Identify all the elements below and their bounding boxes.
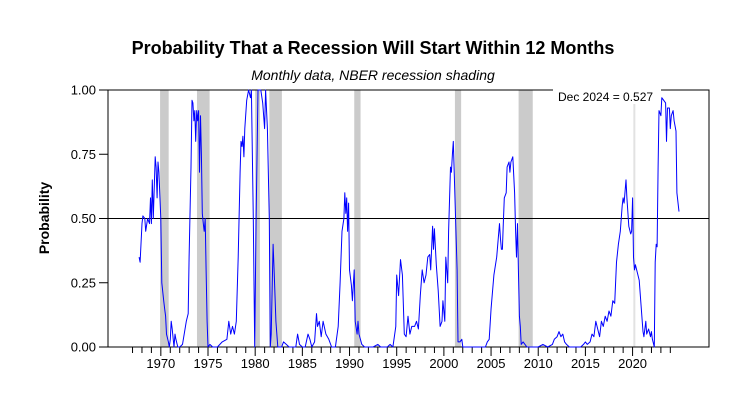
x-tick-label: 1995 — [382, 356, 411, 371]
x-tick-label: 2005 — [477, 356, 506, 371]
y-tick-label: 1.00 — [71, 83, 96, 98]
chart-title: Probability That a Recession Will Start … — [131, 38, 615, 58]
y-tick-label: 0.75 — [71, 147, 96, 162]
x-tick-label: 2020 — [618, 356, 647, 371]
series-line — [138, 89, 680, 348]
annotation-background — [553, 88, 661, 104]
x-tick-label: 1990 — [335, 356, 364, 371]
x-tick-label: 1975 — [194, 356, 223, 371]
y-tick-label: 0.00 — [71, 340, 96, 355]
y-tick-label: 0.25 — [71, 275, 96, 290]
y-tick-label: 0.50 — [71, 211, 96, 226]
series-group — [138, 89, 680, 348]
x-tick-label: 1985 — [288, 356, 317, 371]
x-tick-label: 2015 — [571, 356, 600, 371]
x-tick-label: 1970 — [146, 356, 175, 371]
x-tick-label: 2000 — [429, 356, 458, 371]
annotation-group: Dec 2024 = 0.527 — [553, 88, 661, 104]
x-tick-label: 2010 — [524, 356, 553, 371]
chart-subtitle: Monthly data, NBER recession shading — [251, 67, 495, 83]
annotation-label: Dec 2024 = 0.527 — [558, 90, 653, 104]
x-tick-label: 1980 — [241, 356, 270, 371]
y-axis-label: Probability — [36, 182, 52, 255]
